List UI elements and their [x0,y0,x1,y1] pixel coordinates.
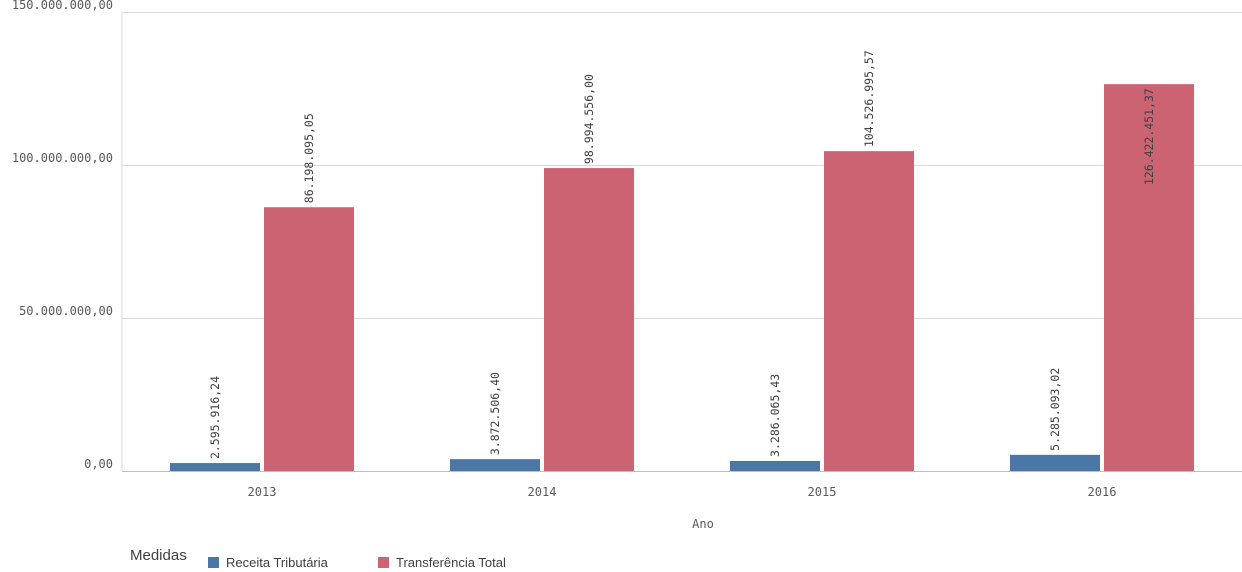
data-label: 86.198.095,05 [302,113,316,203]
data-label: 98.994.556,00 [582,74,596,164]
y-tick-label: 150.000.000,00 [12,0,113,12]
data-label: 3.286.065,43 [768,374,782,457]
legend: Medidas Receita Tributária Transferência… [130,547,506,570]
bar-transferencia-total[interactable] [544,168,634,471]
data-label: 104.526.995,57 [862,50,876,147]
y-tick-label: 50.000.000,00 [19,304,113,318]
x-tick-label: 2016 [1088,485,1117,499]
bar-receita-tributaria[interactable] [450,459,540,471]
x-tick-label: 2013 [248,485,277,499]
bar-receita-tributaria[interactable] [730,460,820,471]
bar-transferencia-total[interactable] [264,207,354,471]
bars: 2.595.916,24 86.198.095,05 3.872.506,40 98.… [170,50,1194,471]
data-label: 3.872.506,40 [488,372,502,455]
legend-swatch-receita [208,557,219,568]
x-axis-ticks: 2013 2014 2015 2016 [248,485,1117,499]
legend-label-receita: Receita Tributária [226,555,329,570]
legend-title: Medidas [130,547,187,564]
bar-receita-tributaria[interactable] [170,463,260,471]
data-label: 5.285.093,02 [1048,368,1062,451]
data-label: 126.422.451,37 [1142,88,1156,185]
y-axis-ticks: 0,00 50.000.000,00 100.000.000,00 150.000.0… [12,0,113,471]
y-tick-label: 0,00 [84,457,113,471]
legend-swatch-transferencia [378,557,389,568]
x-tick-label: 2015 [808,485,837,499]
legend-label-transferencia: Transferência Total [396,555,506,570]
bar-transferencia-total[interactable] [1104,84,1194,471]
x-tick-label: 2014 [528,485,557,499]
data-label: 2.595.916,24 [208,376,222,459]
bar-receita-tributaria[interactable] [1010,454,1100,471]
x-axis-title: Ano [692,517,714,531]
bar-transferencia-total[interactable] [824,151,914,471]
y-tick-label: 100.000.000,00 [12,151,113,165]
